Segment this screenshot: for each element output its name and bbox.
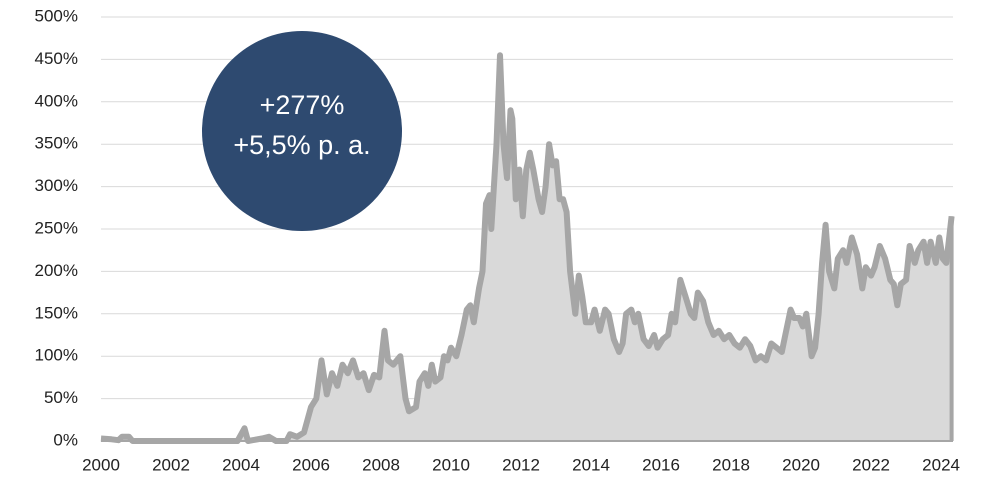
y-tick-label: 400% — [35, 91, 78, 110]
y-tick-label: 300% — [35, 176, 78, 195]
y-tick-label: 0% — [53, 430, 78, 449]
x-tick-label: 2000 — [82, 455, 120, 474]
x-tick-label: 2006 — [292, 455, 330, 474]
y-tick-label: 50% — [44, 388, 78, 407]
x-tick-label: 2016 — [642, 455, 680, 474]
y-tick-label: 350% — [35, 134, 78, 153]
line — [100, 52, 955, 444]
x-tick-label: 2018 — [712, 455, 750, 474]
annotation-circle — [202, 31, 402, 231]
y-tick-label: 450% — [35, 49, 78, 68]
annotation: +5,5% p. a. — [233, 130, 370, 160]
annotation: +277% — [260, 90, 345, 120]
x-tick-label: 2020 — [782, 455, 820, 474]
x-tick-label: 2022 — [852, 455, 890, 474]
y-tick-label: 250% — [35, 218, 78, 237]
x-tick-label: 2014 — [572, 455, 610, 474]
x-tick-label: 2012 — [502, 455, 540, 474]
y-tick-label: 100% — [35, 346, 78, 365]
area — [101, 55, 952, 441]
x-tick-label: 2008 — [362, 455, 400, 474]
x-tick-label: 2004 — [222, 455, 260, 474]
x-tick-label: 2010 — [432, 455, 470, 474]
x-tick-label: 2024 — [922, 455, 960, 474]
y-tick-label: 500% — [35, 6, 78, 25]
x-tick-label: 2002 — [152, 455, 190, 474]
y-tick-label: 200% — [35, 261, 78, 280]
y-tick-label: 150% — [35, 303, 78, 322]
